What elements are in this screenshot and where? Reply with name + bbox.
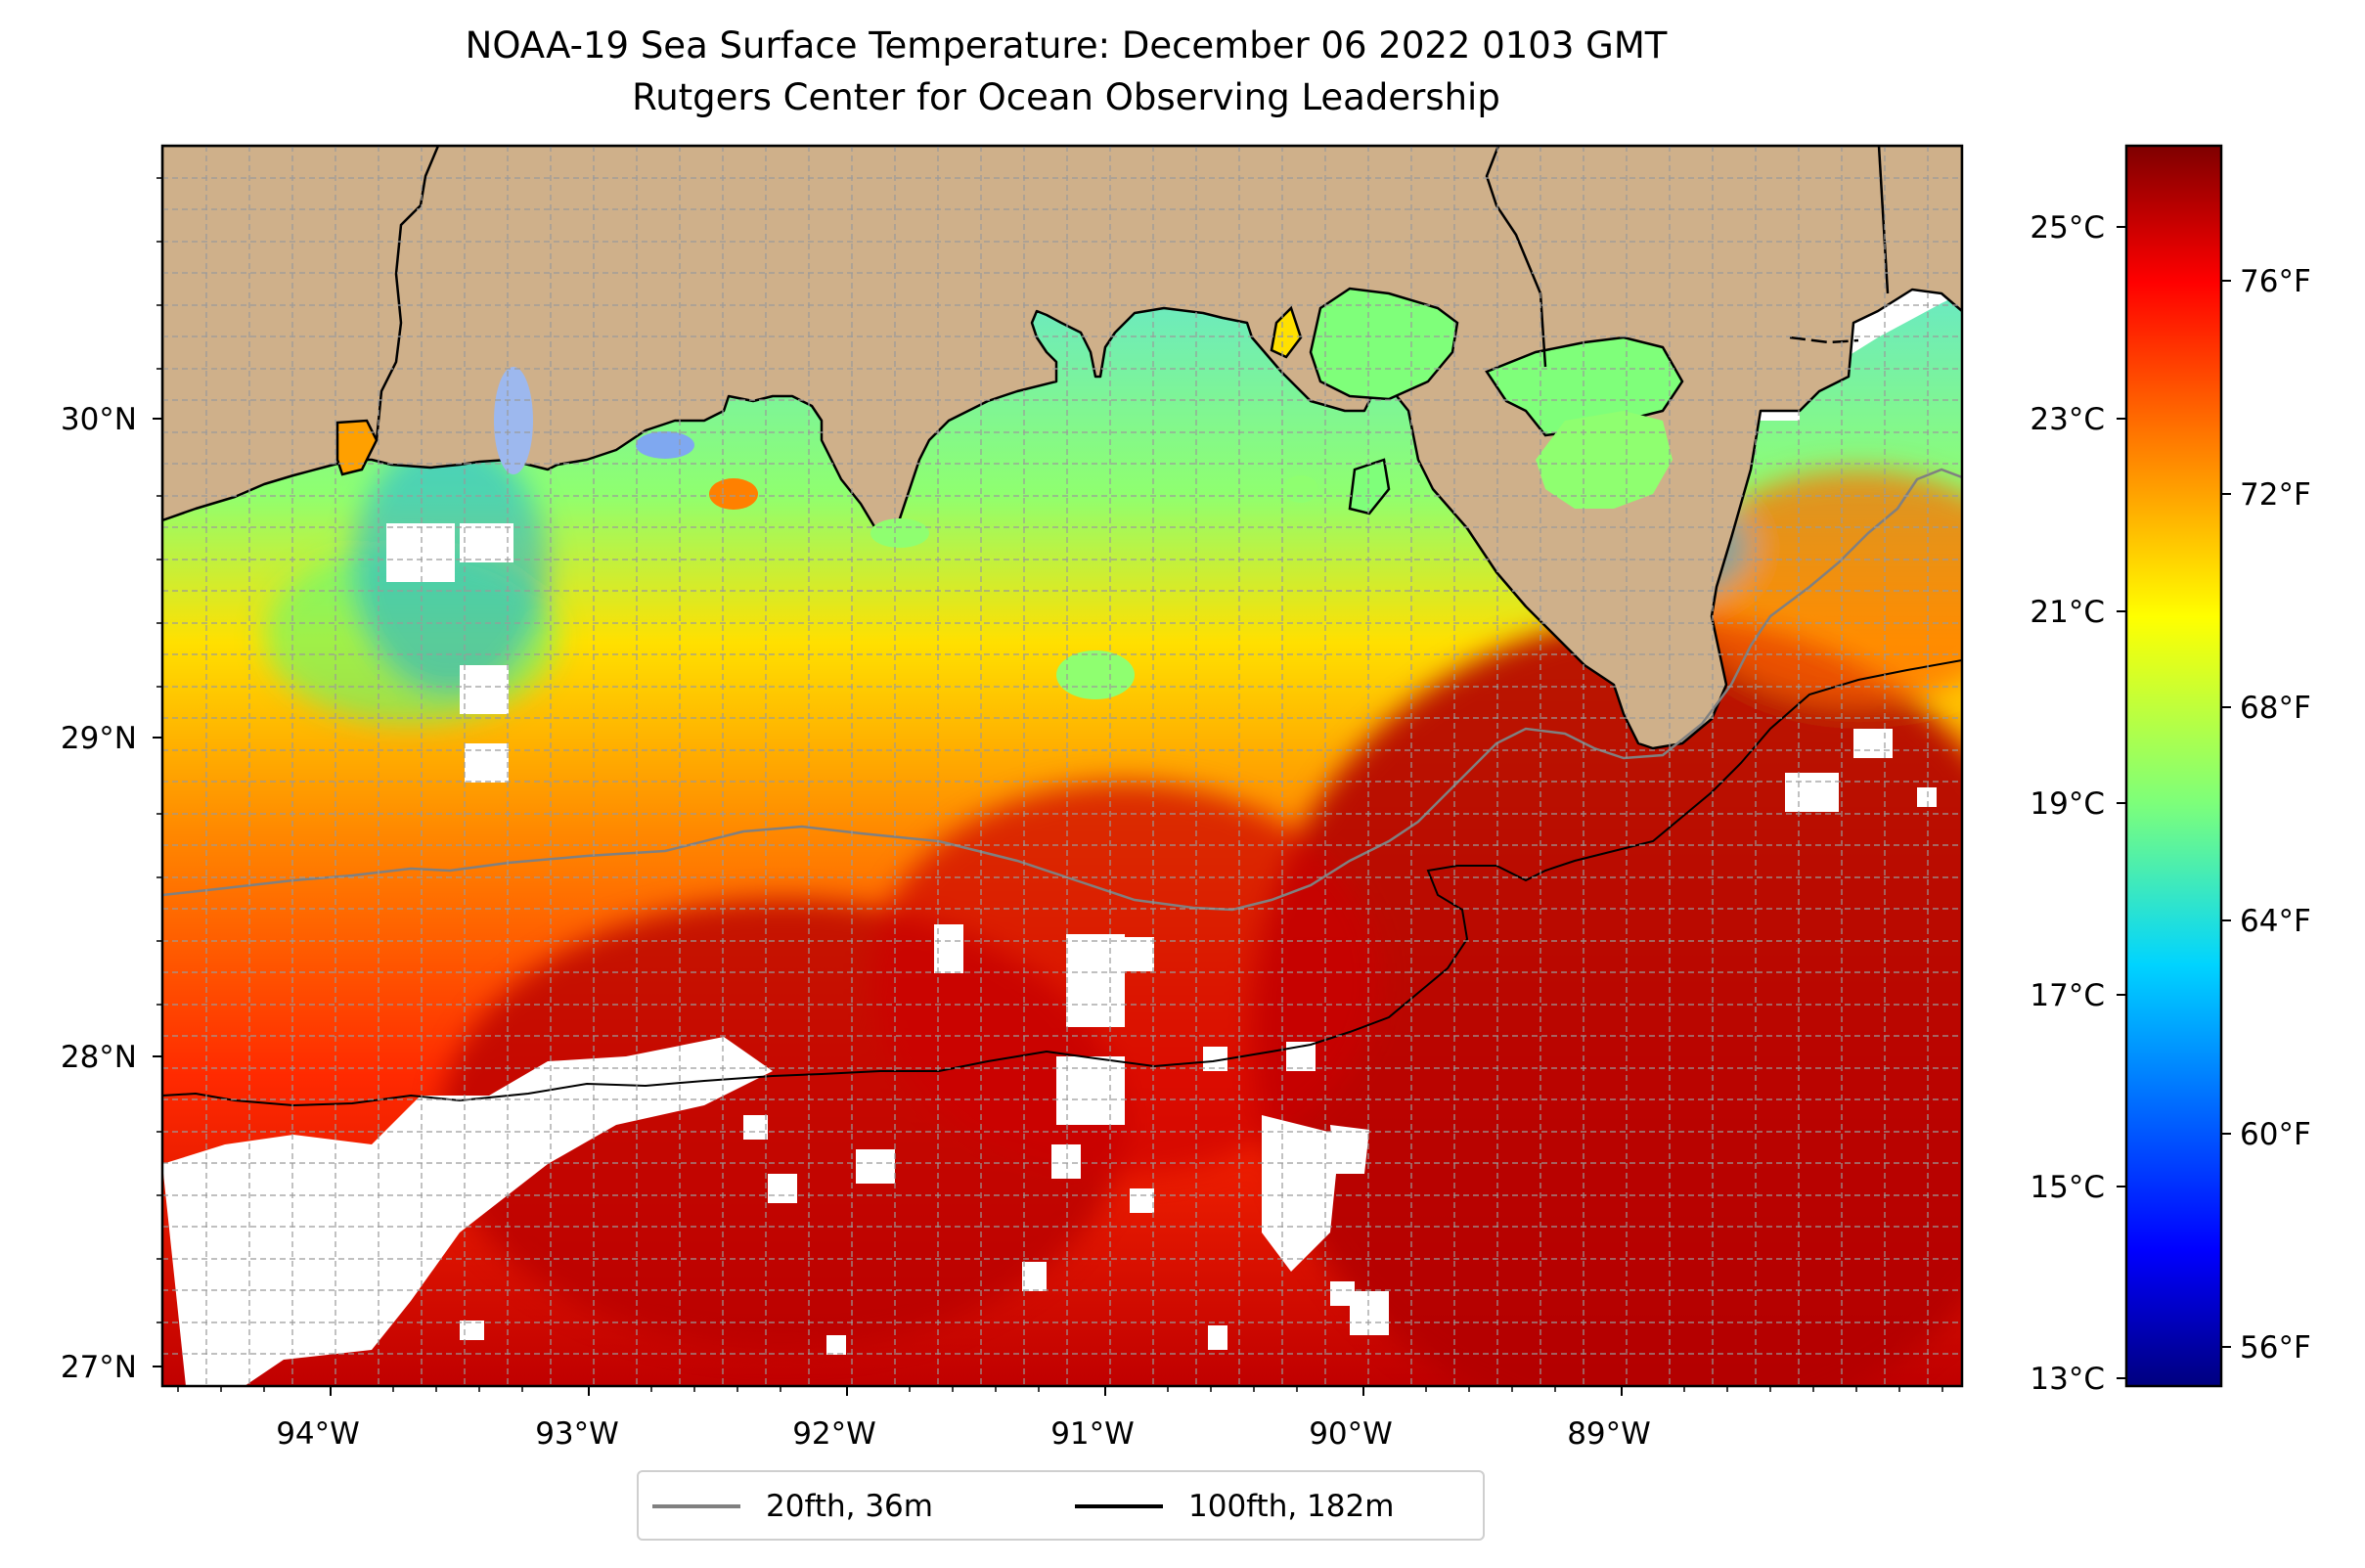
axis-minor-ticks bbox=[156, 177, 1943, 1392]
graticule bbox=[162, 146, 1962, 1386]
legend-line-gray bbox=[652, 1504, 740, 1508]
louisiana-land bbox=[162, 146, 1962, 750]
colorbar-celsius-ticks bbox=[2117, 226, 2126, 1379]
legend-line-black bbox=[1075, 1504, 1163, 1508]
lon-label-91w: 91°W bbox=[1050, 1416, 1135, 1452]
legend-label-100fth: 100fth, 182m bbox=[1188, 1489, 1395, 1524]
lat-label-28n: 28°N bbox=[61, 1040, 137, 1075]
cbar-f-76: 76°F bbox=[2240, 264, 2311, 299]
cbar-c-21: 21°C bbox=[2030, 595, 2105, 630]
cbar-c-13: 13°C bbox=[2030, 1362, 2105, 1397]
map-panel bbox=[162, 146, 1962, 1386]
map-frame bbox=[160, 144, 1964, 1388]
cbar-c-17: 17°C bbox=[2030, 978, 2105, 1013]
colorbar-fahrenheit-ticks bbox=[2221, 280, 2231, 1348]
lon-label-93w: 93°W bbox=[535, 1416, 619, 1452]
legend-label-20fth: 20fth, 36m bbox=[766, 1489, 933, 1524]
latitude-labels: 30°N 29°N 28°N 27°N bbox=[61, 402, 137, 1385]
cbar-f-60: 60°F bbox=[2240, 1117, 2311, 1152]
lon-label-90w: 90°W bbox=[1309, 1416, 1393, 1452]
lat-label-27n: 27°N bbox=[61, 1350, 137, 1385]
lat-label-30n: 30°N bbox=[61, 402, 137, 437]
cbar-c-25: 25°C bbox=[2030, 210, 2105, 246]
lat-label-29n: 29°N bbox=[61, 721, 137, 756]
colorbar-celsius-labels: 25°C 23°C 21°C 19°C 17°C 15°C 13°C bbox=[2030, 210, 2105, 1397]
lon-label-92w: 92°W bbox=[792, 1416, 876, 1452]
lon-label-94w: 94°W bbox=[276, 1416, 360, 1452]
colorbar-fahrenheit-labels: 76°F 72°F 68°F 64°F 60°F 56°F bbox=[2240, 264, 2311, 1366]
legend-item-100fth: 100fth, 182m bbox=[1075, 1486, 1394, 1527]
cbar-c-19: 19°C bbox=[2030, 786, 2105, 822]
cbar-f-72: 72°F bbox=[2240, 477, 2311, 513]
chart-subtitle: Rutgers Center for Ocean Observing Leade… bbox=[632, 76, 1500, 118]
legend-item-20fth: 20fth, 36m bbox=[652, 1486, 933, 1527]
lon-label-89w: 89°W bbox=[1567, 1416, 1651, 1452]
cbar-f-56: 56°F bbox=[2240, 1330, 2311, 1366]
isobath-20fth-36m bbox=[162, 468, 1962, 912]
isobath-100fth-182m bbox=[162, 659, 1962, 1107]
cbar-f-68: 68°F bbox=[2240, 691, 2311, 726]
lake-pontchartrain-area bbox=[1485, 336, 1684, 509]
longitude-labels: 94°W 93°W 92°W 91°W 90°W 89°W bbox=[276, 1416, 1651, 1452]
chart-title: NOAA-19 Sea Surface Temperature: Decembe… bbox=[465, 24, 1668, 67]
isobath-legend: 20fth, 36m 100fth, 182m bbox=[637, 1470, 1485, 1541]
colorbar bbox=[2124, 144, 2223, 1388]
cbar-c-15: 15°C bbox=[2030, 1170, 2105, 1205]
state-borders bbox=[375, 146, 1890, 441]
cbar-c-23: 23°C bbox=[2030, 402, 2105, 437]
axis-ticks bbox=[153, 418, 1623, 1396]
cbar-f-64: 64°F bbox=[2240, 904, 2311, 939]
inland-water bbox=[335, 287, 1459, 515]
